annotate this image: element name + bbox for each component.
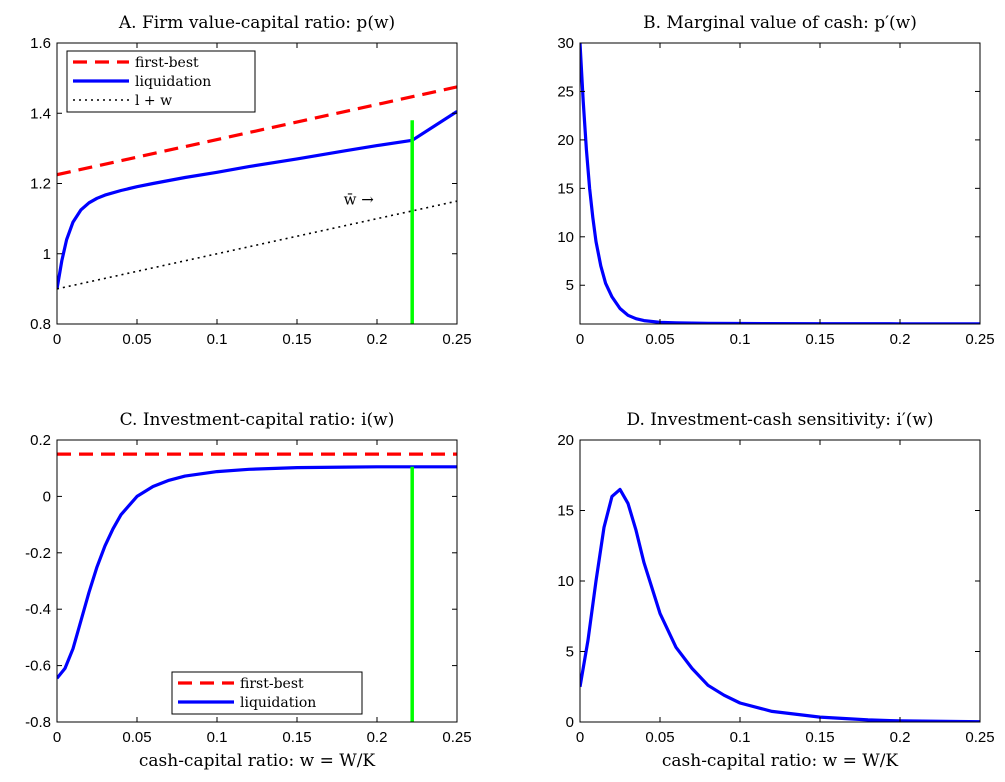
panel-a: A. Firm value-capital ratio: p(w)w̄ →0 0.… [30,13,471,348]
y-tick-label: 10 [557,229,574,246]
x-tick-label: 0.2 [367,331,388,348]
chart-title: C. Investment-capital ratio: i(w) [120,410,395,430]
x-tick-label: 0.15 [282,729,311,746]
x-tick-label: 0.15 [805,331,834,348]
axes-box [579,42,981,325]
y-tick-label: 30 [557,35,574,52]
x-tick-label: 0.1 [730,331,751,348]
axes-box [56,439,458,723]
series-line-liquidation [57,465,457,680]
legend-label: l + w [135,93,172,109]
y-tick-label: 15 [557,503,574,520]
x-axis-label: cash-capital ratio: w = W/K [662,751,899,771]
x-axis-label: cash-capital ratio: w = W/K [139,751,376,771]
y-tick-label: 0 [566,714,574,731]
y-tick-label: 5 [566,644,574,661]
legend: first-best liquidation l + w [66,50,256,113]
series-line-main [580,487,980,722]
x-tick-label: 0.15 [282,331,311,348]
threshold-label: w̄ → [344,191,375,209]
x-tick-label: 0.2 [890,729,911,746]
chart-title: B. Marginal value of cash: p′(w) [643,13,917,33]
legend: first-best liquidation [171,671,363,715]
x-tick-label: 0.25 [442,331,471,348]
x-tick-label: 0.2 [890,331,911,348]
y-tick-label: 1.2 [30,176,51,193]
y-tick-label: -0.4 [25,601,51,618]
axes-box [579,439,981,723]
y-tick-label: -0.8 [25,714,51,731]
x-tick-label: 0.05 [645,331,674,348]
legend-label: first-best [135,55,199,71]
x-tick-label: 0.1 [207,331,228,348]
x-tick-label: 0.25 [965,331,994,348]
x-tick-label: 0.15 [805,729,834,746]
legend-label: first-best [240,676,304,692]
x-tick-label: 0 [576,331,584,348]
y-tick-label: 15 [557,180,574,197]
chart-title: D. Investment-cash sensitivity: i′(w) [626,410,933,430]
x-tick-label: 0.25 [442,729,471,746]
x-tick-label: 0.05 [645,729,674,746]
y-tick-label: 0.2 [30,432,51,449]
panel-c: C. Investment-capital ratio: i(w) 0 0.05 0.… [25,410,471,771]
y-tick-label: 0.8 [30,316,51,333]
panel-d: D. Investment-cash sensitivity: i′(w) 0 0.… [557,410,994,771]
y-tick-label: 10 [557,573,574,590]
x-tick-label: 0.25 [965,729,994,746]
x-tick-label: 0.05 [122,331,151,348]
legend-box [171,671,363,715]
y-tick-label: 20 [557,432,574,449]
series-line-liquidation [57,110,457,290]
series-line-main [580,43,980,324]
y-tick-label: -0.2 [25,545,51,562]
x-tick-label: 0 [53,331,61,348]
x-tick-label: 0.1 [207,729,228,746]
x-tick-label: 0 [53,729,61,746]
y-tick-label: 1.4 [30,105,51,122]
x-tick-label: 0.1 [730,729,751,746]
y-tick-label: 5 [566,277,574,294]
y-tick-label: -0.6 [25,658,51,675]
y-tick-label: 25 [557,83,574,100]
y-tick-label: 1.6 [30,35,51,52]
y-tick-label: 20 [557,132,574,149]
series-line-l-w [57,200,457,290]
series-line-first-best [57,85,457,177]
legend-label: liquidation [135,74,211,90]
x-tick-label: 0.2 [367,729,388,746]
chart-title: A. Firm value-capital ratio: p(w) [118,13,395,33]
x-tick-label: 0 [576,729,584,746]
y-tick-label: 0 [43,488,51,505]
legend-label: liquidation [240,695,316,711]
panel-b: B. Marginal value of cash: p′(w) 0 0.05 0.1… [557,13,994,348]
y-tick-label: 1 [43,246,51,263]
x-tick-label: 0.05 [122,729,151,746]
